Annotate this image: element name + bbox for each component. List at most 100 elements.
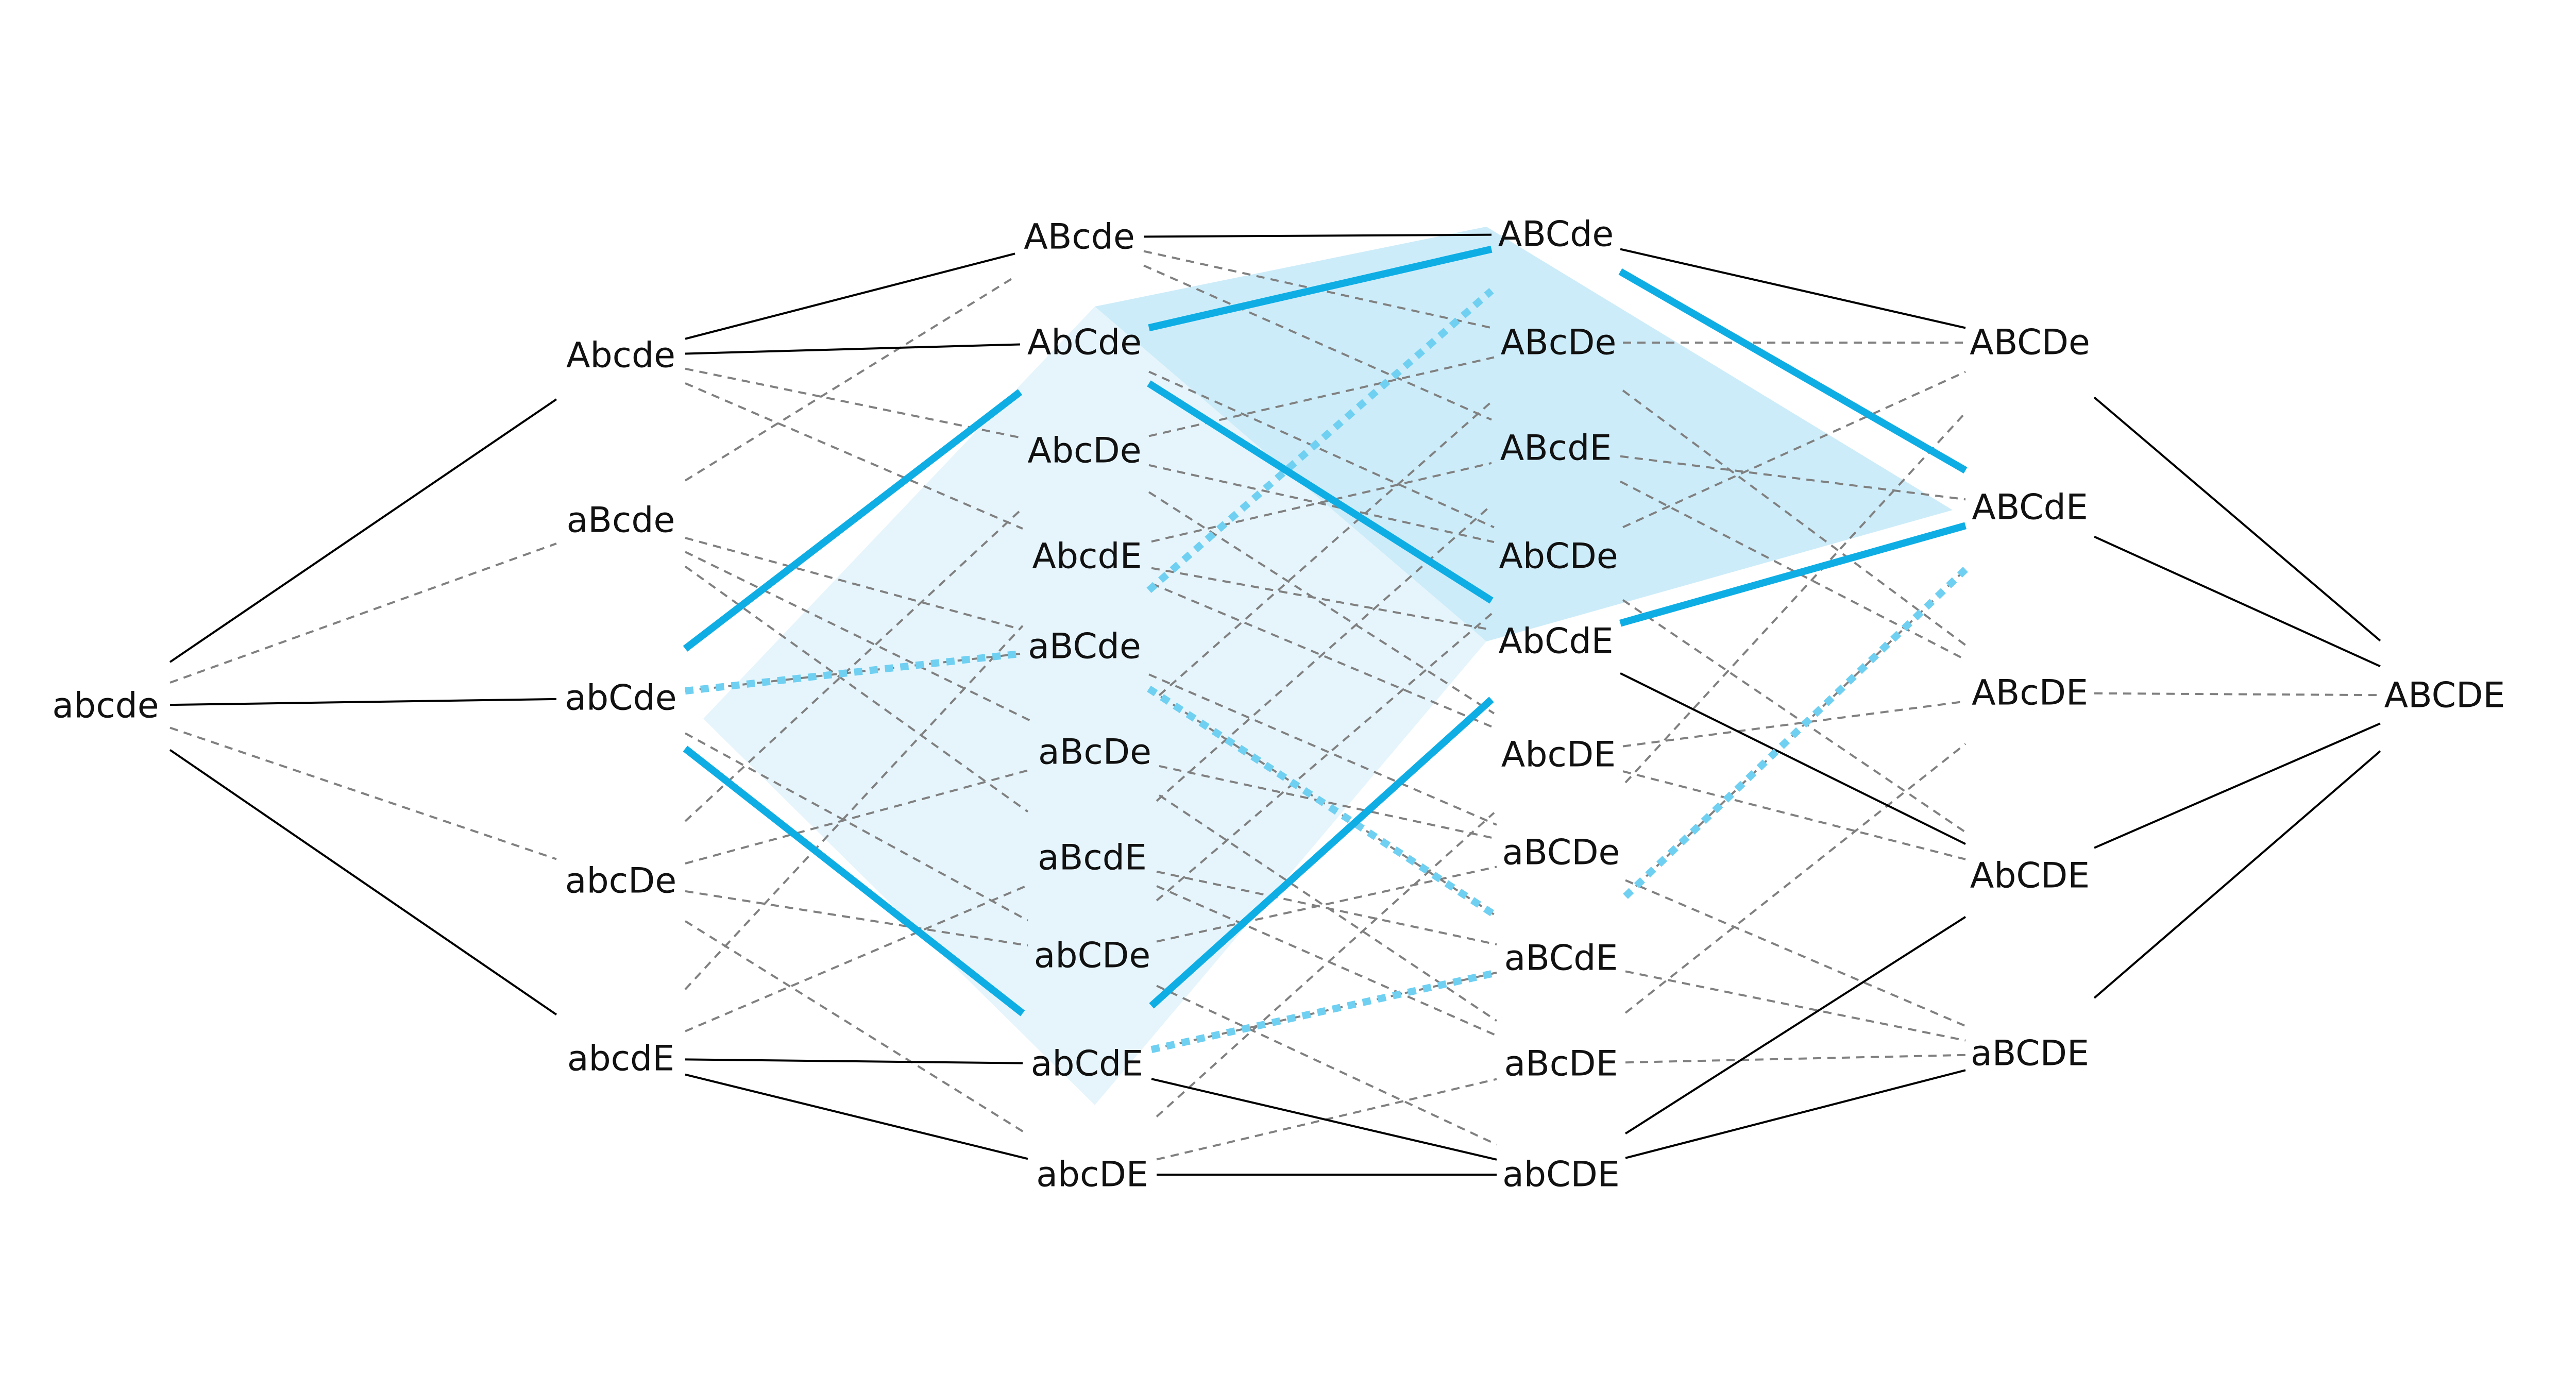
edge-dashed-abcDe-abCDe	[685, 890, 1028, 947]
edge-dashed-aBcDE-aBCDE	[1625, 1054, 1966, 1064]
edge-solid-aBCDE-ABCDE	[2093, 750, 2381, 999]
node-label-AbCDE: AbCDE	[1970, 856, 2090, 896]
highlight-dotted-edge-abCdE-aBCdE	[1150, 969, 1498, 1053]
edge-dashed-AbcDE-ABcDE	[1622, 700, 1966, 748]
edge-solid-abcdE-abCdE	[685, 1058, 1023, 1064]
edge-dashed-abcDE-AbcDE	[1156, 812, 1495, 1117]
node-label-AbcDE: AbcDE	[1501, 735, 1616, 775]
edge-dashed-abCDe-abCDE	[1156, 985, 1497, 1146]
edge-solid-abCDE-aBCDE	[1625, 1069, 1966, 1159]
edge-dashed-aBCde-aBCDe	[1148, 673, 1497, 826]
edge-dashed-abcdE-AbcdE	[684, 625, 1024, 990]
node-label-abCDE: abCDE	[1502, 1155, 1620, 1195]
edge-dashed-AbCDe-ABCDe	[1622, 370, 1966, 529]
edge-dashed-ABcdE-ABCdE	[1620, 455, 1966, 501]
node-label-ABCdE: ABCdE	[1972, 487, 2088, 528]
edge-dashed-AbcDE-AbCDE	[1622, 770, 1966, 860]
edge-solid-AbCdE-AbCDE	[1620, 672, 1966, 845]
edge-solid-abCDE-AbCDE	[1624, 916, 1967, 1135]
node-label-aBcDe: aBcDe	[1038, 732, 1151, 773]
edge-solid-ABcde-ABCde	[1143, 233, 1492, 238]
node-label-AbcdE: AbcdE	[1032, 536, 1142, 577]
edge-dashed-abcDe-aBcDe	[685, 769, 1031, 864]
edge-dashed-AbcDe-AbcDE	[1148, 491, 1495, 715]
edge-dashed-abCde-abCDe	[685, 732, 1028, 922]
edge-solid-abcde-abCde	[170, 698, 557, 706]
highlight-region-back	[1095, 227, 1953, 641]
edge-solid-abcde-Abcde	[169, 398, 557, 663]
node-label-ABcDe: ABcDe	[1501, 323, 1617, 363]
edge-solid-abcde-abcdE	[169, 749, 557, 1016]
highlight-solid-edge-AbCdE-ABCdE	[1619, 522, 1967, 627]
highlight-dotted-edge-aBCde-aBCdE	[1147, 685, 1499, 920]
highlight-solid-edge-AbCde-ABCde	[1148, 245, 1493, 332]
edge-dashed-abcDe-abcDE	[684, 920, 1029, 1135]
edge-dashed-abcde-aBcde	[170, 543, 557, 684]
node-labels: abcde Abcde aBcde abCde abcDe abcdE ABcde AbCde…	[52, 214, 2505, 1195]
node-label-abCdE: abCdE	[1031, 1044, 1143, 1084]
edge-dashed-aBCDe-ABCDe	[1624, 412, 1967, 784]
node-label-aBCDe: aBCDe	[1502, 833, 1620, 873]
edge-dashed-aBcde-aBcdE	[684, 565, 1029, 813]
node-label-abCde: abCde	[565, 678, 676, 719]
highlight-solid-edge-ABCde-ABCdE	[1618, 268, 1968, 474]
edge-solid-Abcde-ABcde	[685, 252, 1015, 340]
node-label-ABCDE: ABCDE	[2384, 675, 2505, 716]
edge-dashed-aBcde-ABcde	[684, 276, 1016, 482]
node-label-ABCde: ABCde	[1498, 214, 1614, 255]
edge-dashed-aBCdE-aBCDE	[1625, 970, 1966, 1042]
edge-dashed-AbCde-AbCDe	[1148, 370, 1495, 529]
edge-dashed-aBcDE-ABcDE	[1624, 743, 1967, 1014]
node-label-aBCde: aBCde	[1028, 626, 1141, 667]
edge-dashed-aBcdE-aBCdE	[1156, 870, 1497, 946]
node-label-abcDE: abcDE	[1036, 1155, 1148, 1195]
node-label-abCDe: abCDe	[1034, 936, 1151, 976]
node-label-Abcde: Abcde	[566, 335, 675, 376]
node-label-aBcDE: aBcDE	[1504, 1044, 1618, 1084]
node-label-ABCDe: ABCDe	[1970, 323, 2090, 363]
highlight-solid-edges	[683, 245, 1968, 1016]
edge-dashed-abcdE-aBcdE	[685, 884, 1028, 1032]
node-label-AbCdE: AbCdE	[1498, 621, 1613, 662]
node-label-AbCde: AbCde	[1027, 323, 1142, 363]
edge-dashed-aBCDe-aBCDE	[1625, 879, 1966, 1027]
solid-edges	[169, 233, 2381, 1176]
edge-dashed-aBcDe-ABcDe	[1158, 398, 1495, 697]
node-label-AbcDe: AbcDe	[1027, 431, 1141, 471]
highlight-dotted-edge-aBCdE-ABCdE	[1623, 567, 1968, 899]
edge-dashed-abcDe-AbcDe	[684, 510, 1021, 822]
highlight-region-front	[703, 307, 1486, 1105]
highlight-dotted-edges	[685, 288, 1968, 1053]
edge-dashed-AbcDe-AbCDe	[1148, 464, 1495, 544]
node-label-aBCDE: aBCDE	[1971, 1033, 2089, 1074]
edge-dashed-aBcdE-aBcDE	[1156, 885, 1497, 1037]
highlight-solid-edge-abCde-abCdE	[683, 745, 1025, 1016]
highlight-regions	[703, 227, 1953, 1105]
edge-solid-AbCDE-ABCDE	[2094, 722, 2381, 849]
highlight-solid-edge-abCde-AbCde	[683, 389, 1023, 652]
node-label-AbCDe: AbCDe	[1499, 536, 1618, 577]
edge-dashed-ABcDE-ABCDE	[2094, 692, 2381, 697]
edge-dashed-Abcde-AbcdE	[685, 382, 1023, 530]
edge-solid-Abcde-AbCde	[685, 343, 1021, 355]
node-label-ABcde: ABcde	[1024, 217, 1135, 258]
node-label-ABcDE: ABcDE	[1972, 673, 2088, 714]
edge-dashed-aBcde-aBcDe	[685, 551, 1031, 722]
highlight-dotted-edge-abCde-aBCde	[685, 650, 1021, 695]
node-label-abcdE: abcdE	[567, 1039, 674, 1079]
highlight-solid-edge-AbCde-AbCdE	[1147, 380, 1494, 604]
node-label-abcde: abcde	[52, 686, 159, 726]
edge-dashed-ABcde-ABcdE	[1143, 264, 1492, 421]
edge-solid-ABCDe-ABCDE	[2093, 396, 2381, 642]
edge-solid-abcdE-abcDE	[685, 1073, 1028, 1160]
edge-dashed-AbCDe-AbCDE	[1622, 599, 1967, 833]
edge-dashed-aBcdE-ABcdE	[1156, 504, 1493, 802]
edge-dashed-ABcdE-ABcDE	[1620, 480, 1966, 661]
node-label-ABcdE: ABcdE	[1500, 428, 1612, 469]
edge-dashed-aBcde-aBCde	[685, 537, 1021, 630]
edge-dashed-abCDe-AbCDe	[1156, 611, 1495, 902]
node-label-aBCdE: aBCdE	[1504, 938, 1618, 979]
edge-dashed-AbcdE-AbcDE	[1151, 582, 1495, 729]
edge-solid-abCdE-abCDE	[1151, 1078, 1497, 1161]
